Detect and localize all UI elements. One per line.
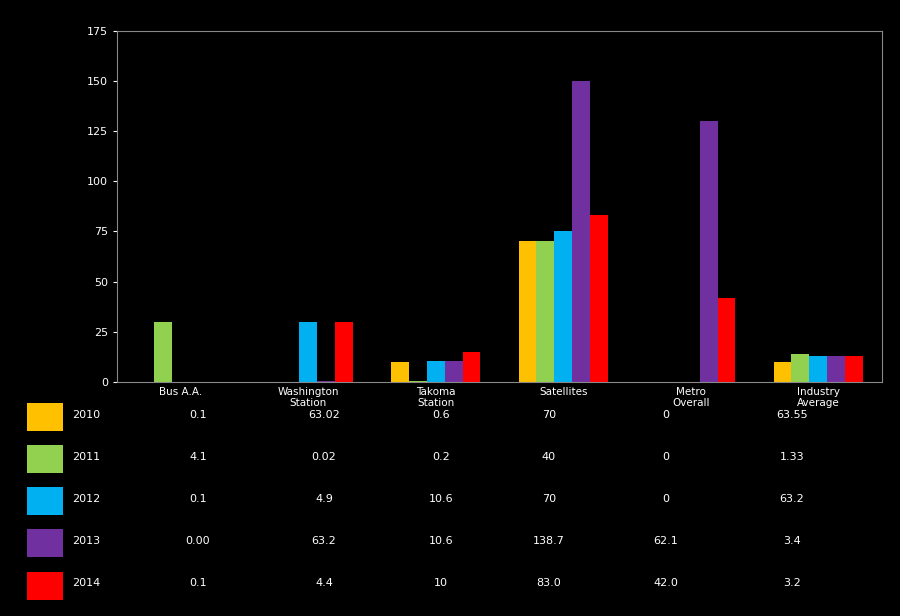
- Text: 4.9: 4.9: [315, 494, 333, 504]
- Text: 10.6: 10.6: [428, 494, 454, 504]
- Text: 70: 70: [542, 410, 556, 419]
- Bar: [27, 403, 63, 431]
- Text: 1.33: 1.33: [779, 452, 805, 462]
- Bar: [335, 322, 353, 382]
- Text: 42.0: 42.0: [653, 578, 679, 588]
- Bar: [774, 362, 791, 382]
- Bar: [427, 360, 445, 382]
- Text: 63.2: 63.2: [779, 494, 805, 504]
- Text: 70: 70: [542, 494, 556, 504]
- Text: 2014: 2014: [72, 578, 100, 588]
- Bar: [554, 232, 572, 382]
- Text: 0.2: 0.2: [432, 452, 450, 462]
- Bar: [590, 216, 608, 382]
- Text: 0.1: 0.1: [189, 494, 207, 504]
- Text: 2013: 2013: [72, 536, 100, 546]
- Text: 83.0: 83.0: [536, 578, 562, 588]
- Bar: [791, 354, 809, 382]
- Bar: [699, 121, 717, 382]
- Text: 0.1: 0.1: [189, 410, 207, 419]
- Text: 3.2: 3.2: [783, 578, 801, 588]
- Bar: [154, 322, 172, 382]
- Text: 0.1: 0.1: [189, 578, 207, 588]
- Text: 2010: 2010: [72, 410, 100, 419]
- Text: 0.02: 0.02: [311, 452, 337, 462]
- Text: 63.55: 63.55: [776, 410, 808, 419]
- Bar: [27, 487, 63, 516]
- Text: 138.7: 138.7: [533, 536, 565, 546]
- Text: 2011: 2011: [72, 452, 100, 462]
- Text: 0: 0: [662, 452, 670, 462]
- Bar: [27, 529, 63, 557]
- Text: 0: 0: [662, 494, 670, 504]
- Text: 0.6: 0.6: [432, 410, 450, 419]
- Bar: [572, 81, 590, 382]
- Bar: [717, 298, 735, 382]
- Bar: [445, 360, 463, 382]
- Bar: [827, 356, 845, 382]
- Bar: [27, 445, 63, 473]
- Bar: [809, 356, 827, 382]
- Text: 2012: 2012: [72, 494, 100, 504]
- Text: 62.1: 62.1: [653, 536, 679, 546]
- Text: 10.6: 10.6: [428, 536, 454, 546]
- Text: 63.2: 63.2: [311, 536, 337, 546]
- Bar: [463, 352, 481, 382]
- Bar: [27, 572, 63, 599]
- Bar: [536, 241, 554, 382]
- Text: 3.4: 3.4: [783, 536, 801, 546]
- Bar: [317, 381, 335, 382]
- Bar: [518, 241, 536, 382]
- Text: 4.4: 4.4: [315, 578, 333, 588]
- Bar: [392, 362, 409, 382]
- Text: 0: 0: [662, 410, 670, 419]
- Text: 4.1: 4.1: [189, 452, 207, 462]
- Text: 40: 40: [542, 452, 556, 462]
- Text: 0.00: 0.00: [185, 536, 211, 546]
- Text: 63.02: 63.02: [308, 410, 340, 419]
- Bar: [409, 381, 427, 382]
- Bar: [845, 356, 863, 382]
- Bar: [300, 322, 317, 382]
- Text: 10: 10: [434, 578, 448, 588]
